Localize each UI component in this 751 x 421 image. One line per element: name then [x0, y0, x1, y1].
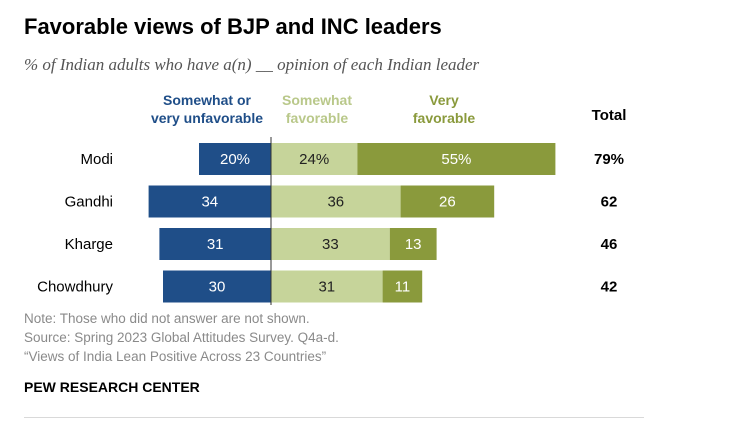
- bar-unfavorable: [148, 185, 271, 218]
- chart-subtitle: % of Indian adults who have a(n) __ opin…: [24, 55, 480, 74]
- category-label: Modi: [80, 151, 113, 168]
- legend-label: Somewhat or: [163, 92, 251, 108]
- total-value: 42: [601, 279, 618, 296]
- legend-label: Very: [429, 92, 459, 108]
- bar-unfavorable: [163, 270, 271, 303]
- bar-very-favorable: [382, 270, 423, 303]
- brand-name: PEW RESEARCH CENTER: [24, 379, 200, 395]
- legend-label: favorable: [286, 110, 348, 126]
- chart-title: Favorable views of BJP and INC leaders: [24, 14, 442, 39]
- data-label-somewhat-favorable: 31: [318, 279, 335, 296]
- legend-label: Somewhat: [282, 92, 352, 108]
- legend-label: very unfavorable: [151, 110, 263, 126]
- data-label-somewhat-favorable: 36: [327, 194, 344, 211]
- total-header: Total: [592, 107, 627, 124]
- bar-somewhat-favorable: [271, 228, 390, 260]
- notes: Note: Those who did not answer are not s…: [24, 309, 339, 366]
- category-label: Gandhi: [65, 194, 113, 211]
- bar-somewhat-favorable: [271, 143, 358, 175]
- source-line: Source: Spring 2023 Global Attitudes Sur…: [24, 330, 339, 345]
- data-label-very-favorable: 13: [405, 236, 422, 253]
- data-label-very-favorable: 26: [439, 194, 456, 211]
- data-label-very-favorable: 11: [395, 279, 411, 296]
- bar-very-favorable: [400, 185, 495, 218]
- data-label-somewhat-favorable: 33: [322, 236, 339, 253]
- total-value: 62: [601, 194, 618, 211]
- legend-label: favorable: [413, 110, 475, 126]
- category-label: Chowdhury: [37, 279, 113, 296]
- category-label: Kharge: [65, 236, 113, 253]
- bar-very-favorable: [357, 143, 556, 175]
- total-value: 79%: [594, 151, 624, 168]
- data-label-very-favorable: 55%: [441, 151, 471, 168]
- report-title-line: “Views of India Lean Positive Across 23 …: [24, 349, 327, 364]
- bar-very-favorable: [389, 228, 437, 260]
- data-label-unfavorable: 20%: [220, 151, 250, 168]
- note-line: Note: Those who did not answer are not s…: [24, 311, 310, 326]
- bar-somewhat-favorable: [271, 185, 401, 218]
- bar-unfavorable: [199, 143, 271, 175]
- bar-unfavorable: [159, 228, 271, 260]
- data-label-unfavorable: 31: [207, 236, 224, 253]
- data-label-unfavorable: 30: [209, 279, 226, 296]
- data-label-unfavorable: 34: [201, 194, 218, 211]
- bar-somewhat-favorable: [271, 270, 383, 303]
- data-label-somewhat-favorable: 24%: [299, 151, 329, 168]
- bottom-rule: [24, 417, 644, 418]
- total-value: 46: [601, 236, 618, 253]
